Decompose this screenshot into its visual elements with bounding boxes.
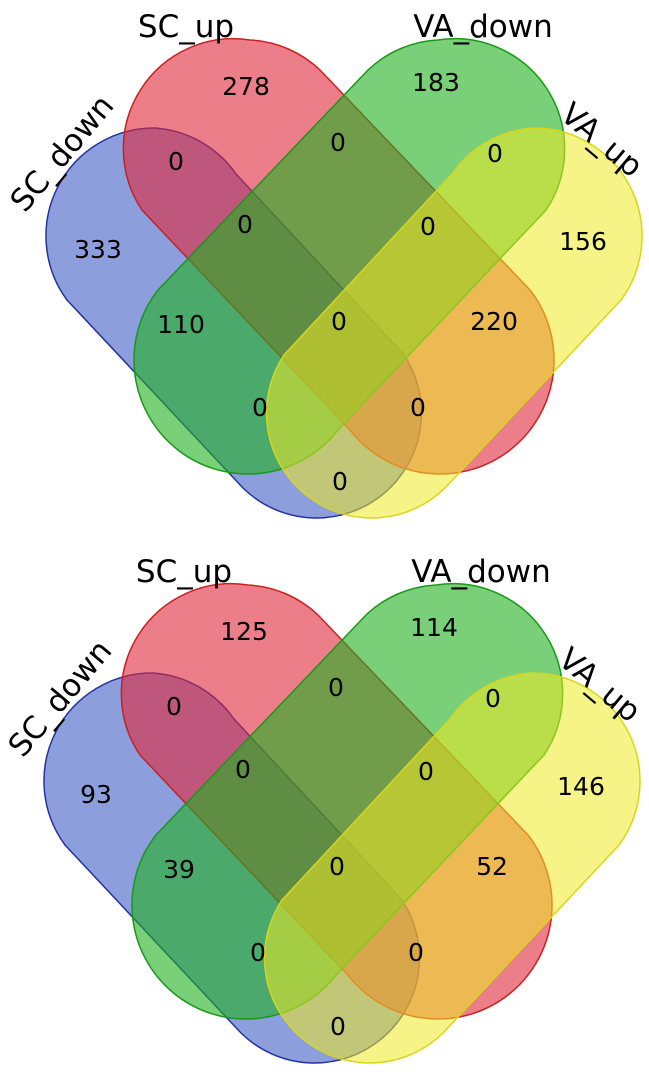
va-down-label: VA_down (413, 9, 553, 45)
region-counts: 93 125 114 146 0 0 0 0 0 39 52 0 0 0 0 (80, 613, 605, 1041)
region-counts: 333 278 183 156 0 0 0 0 0 110 220 0 0 0 … (74, 68, 607, 496)
count-va-down-va-up: 0 (485, 684, 501, 713)
count-va-down-va-up: 0 (487, 139, 503, 168)
va-down-label: VA_down (411, 554, 551, 590)
count-va-down-only: 183 (412, 68, 460, 97)
count-all-four: 0 (329, 852, 345, 881)
count-sc-down-sc-up-va-up: 0 (408, 938, 424, 967)
count-va-up-only: 146 (557, 772, 605, 801)
count-sc-up-va-down: 0 (330, 128, 346, 157)
count-sc-up-only: 125 (220, 617, 268, 646)
count-sc-down-sc-up-va-up: 0 (410, 393, 426, 422)
count-sc-down-only: 333 (74, 235, 122, 264)
count-sc-up-only: 278 (222, 72, 270, 101)
va-up-ellipse (263, 672, 641, 1064)
count-sc-up-va-down-va-up: 0 (418, 757, 434, 786)
count-sc-down-sc-up-va-down: 0 (237, 210, 253, 239)
sc-up-label: SC_up (136, 554, 232, 590)
count-sc-down-va-down: 110 (157, 310, 205, 339)
count-sc-down-va-up: 0 (330, 1012, 346, 1041)
venn-diagram-1: SC_down SC_up VA_down VA_up 333 278 183 … (3, 9, 649, 519)
count-sc-down-sc-up-va-down: 0 (235, 755, 251, 784)
count-sc-up-va-up: 220 (470, 307, 518, 336)
count-all-four: 0 (331, 307, 347, 336)
count-sc-down-va-down: 39 (163, 855, 195, 884)
va-up-ellipse (265, 127, 643, 519)
count-sc-down-only: 93 (80, 780, 112, 809)
count-va-down-only: 114 (410, 613, 458, 642)
sc-up-label: SC_up (138, 9, 234, 45)
count-va-up-only: 156 (559, 227, 607, 256)
venn-diagram-2: SC_down SC_up VA_down VA_up 93 125 114 1… (1, 554, 647, 1064)
count-sc-up-va-down: 0 (328, 673, 344, 702)
count-sc-up-va-down-va-up: 0 (420, 212, 436, 241)
va-down-ellipse (133, 37, 566, 475)
va-down-ellipse (131, 582, 564, 1020)
count-sc-down-va-down-va-up: 0 (250, 938, 266, 967)
count-sc-up-va-up: 52 (476, 852, 508, 881)
count-sc-down-va-down-va-up: 0 (252, 393, 268, 422)
count-sc-down-sc-up: 0 (166, 692, 182, 721)
count-sc-down-sc-up: 0 (168, 147, 184, 176)
count-sc-down-va-up: 0 (332, 467, 348, 496)
